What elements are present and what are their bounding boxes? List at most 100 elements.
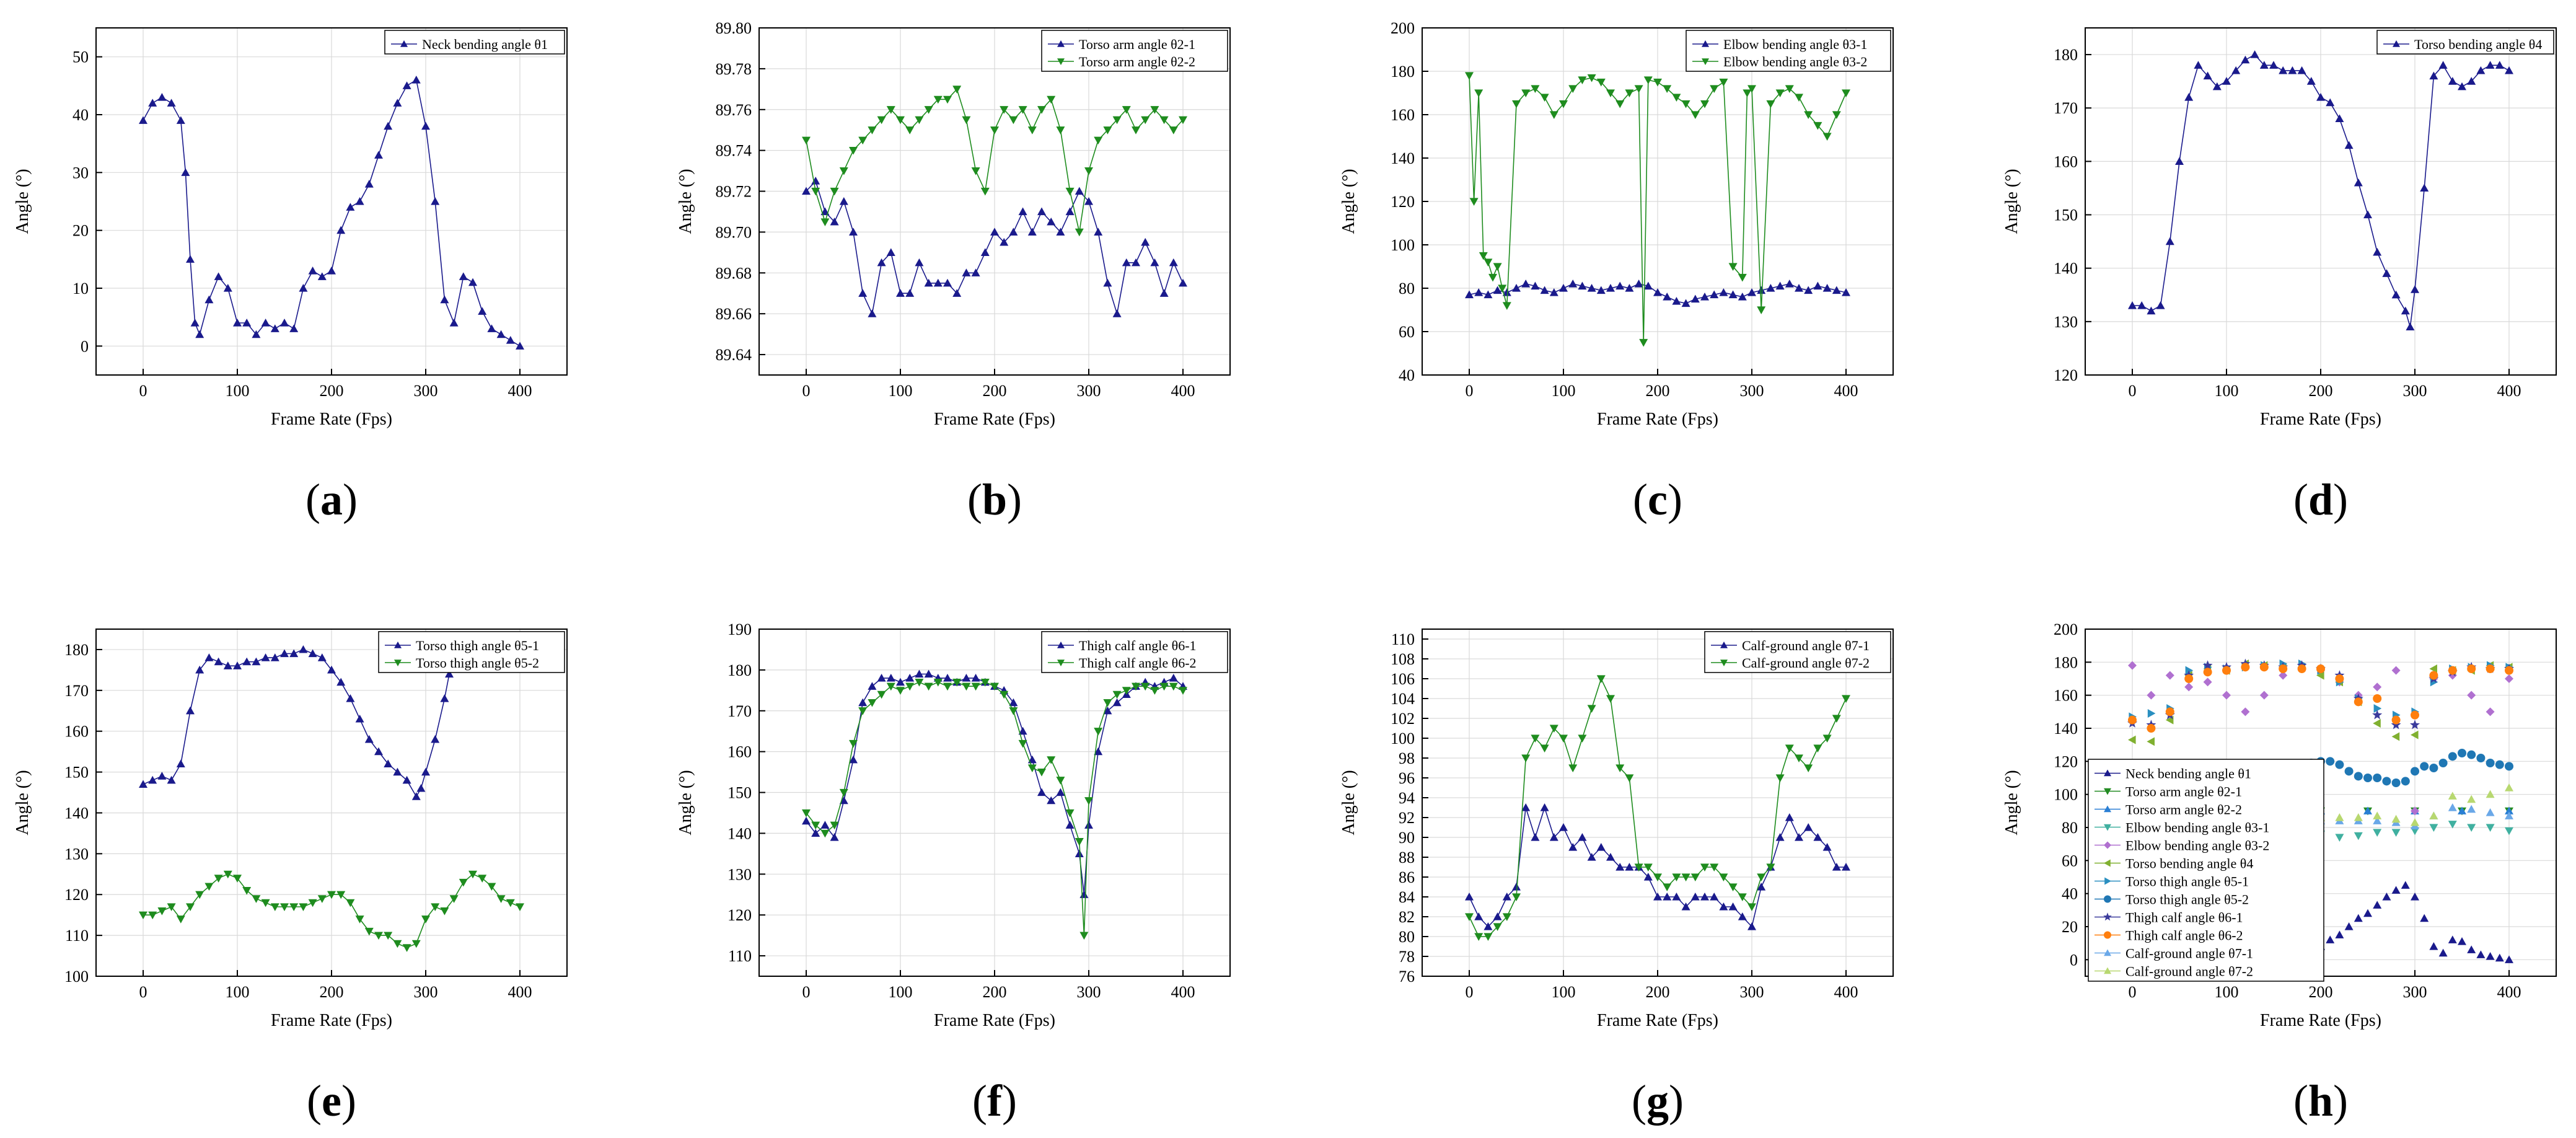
panel-a-series-1-point: [364, 180, 374, 188]
panel-c: 0 100 200 300 400 40 60 80 100 120 140 160 180 200 Fra…: [1339, 19, 1894, 524]
panel-b-series-1-point: [1056, 227, 1065, 236]
panel-g-series-2-point: [1681, 873, 1690, 881]
panel-c-series-1-point: [1596, 286, 1606, 294]
panel-g-series-2-point: [1587, 705, 1596, 713]
panel-a-series-1-point: [289, 324, 299, 332]
panel-b-series-1-point: [915, 258, 924, 267]
panel-d-xlabel: Frame Rate (Fps): [2260, 410, 2381, 429]
panel-c-series-1-point: [1493, 286, 1502, 294]
panel-c-series-1-point: [1747, 288, 1756, 296]
panel-c-series-2-point: [1488, 273, 1497, 282]
panel-g-xtick-label: 400: [1834, 983, 1858, 1001]
panel-g-ytick-label: 88: [1399, 849, 1415, 867]
panel-b-ytick-label: 89.78: [716, 60, 752, 78]
panel-b-series-2-point: [980, 187, 990, 196]
panel-h-legend-swatch: [2104, 895, 2111, 903]
panel-b-series-2-point: [1179, 116, 1187, 125]
panel-g-series-1-point: [1690, 893, 1700, 901]
panel-f-series-1-point: [1018, 726, 1027, 735]
panel-d-series-1-point: [2420, 183, 2429, 192]
panel-h-series-10-point: [2147, 724, 2156, 733]
panel-e-series-1-point: [327, 665, 336, 674]
panel-f-series-2-point: [830, 821, 839, 830]
panel-a-series-1-point: [139, 116, 147, 124]
panel-b-series-1-point: [868, 309, 877, 317]
panel-b-series-2-point: [933, 95, 943, 104]
panel-h-series-8-point: [2467, 750, 2476, 759]
panel-b-series-2-point: [915, 116, 924, 125]
panel-g-series-2-point: [1625, 774, 1634, 782]
panel-f-series-1-point: [896, 677, 905, 686]
panel-f-series-2-point: [1112, 690, 1122, 699]
panel-h-series-5-point: [2222, 690, 2231, 700]
panel-h-series-4-point: [2373, 829, 2382, 837]
panel-h-legend-swatch: [2104, 949, 2111, 956]
panel-g-caption: (g): [1632, 1076, 1684, 1126]
panel-e-series-2-point: [176, 915, 185, 924]
panel-c-series-1-point: [1663, 293, 1672, 301]
panel-e-series-2-point: [186, 903, 195, 911]
panel-f-legend-label: Thigh calf angle θ6-1: [1079, 638, 1197, 653]
panel-e-series-1: [139, 645, 454, 800]
panel-a-xlabel: Frame Rate (Fps): [271, 410, 392, 429]
panel-d-series-1-point: [2175, 157, 2184, 165]
panel-d-xtick-label: 100: [2215, 382, 2239, 400]
panel-f-series-1-point: [1075, 849, 1084, 857]
panel-d-ytick-label: 130: [2054, 313, 2078, 331]
panel-a-series-1-point: [506, 336, 515, 344]
panel-c-series-2-point: [1785, 85, 1794, 93]
panel-h-xlabel: Frame Rate (Fps): [2260, 1011, 2381, 1030]
panel-g-series-1-point: [1775, 833, 1785, 841]
panel-c-series-2-point: [1587, 74, 1596, 82]
panel-c-series-2-point: [1795, 94, 1803, 102]
panel-h-ylabel: Angle (°): [2002, 770, 2021, 835]
panel-e-series-2-point: [336, 891, 346, 899]
panel-c-ytick-label: 120: [1391, 193, 1415, 211]
panel-c-series-2-point: [1747, 85, 1756, 93]
panel-e-legend-label: Torso thigh angle θ5-2: [416, 655, 539, 671]
panel-h-series-10-point: [2486, 664, 2495, 673]
panel-d-ylabel: Angle (°): [2002, 169, 2021, 234]
panel-b-series-2-point: [830, 187, 839, 196]
panel-c-series-2-point: [1639, 338, 1648, 347]
panel-f-caption-close-paren: ): [1002, 1076, 1017, 1126]
panel-g-ytick-label: 98: [1399, 749, 1415, 767]
panel-f-legend-label: Thigh calf angle θ6-2: [1079, 655, 1197, 671]
panel-b-series-2-point: [1094, 136, 1103, 145]
panel-a-series-1-point: [280, 319, 289, 327]
panel-a-series-1-point: [195, 330, 204, 338]
panel-d-series-1-point: [2401, 306, 2410, 315]
panel-h-legend-swatch: [2104, 931, 2111, 939]
panel-d-caption-letter: d: [2308, 475, 2333, 524]
panel-c-series-2-point: [1743, 89, 1752, 97]
panel-a-series-1-point: [242, 319, 252, 327]
panel-f-series-2-point: [1094, 728, 1103, 736]
panel-c-series-2-point: [1832, 111, 1841, 119]
panel-e-series-2-point: [167, 903, 176, 911]
panel-h-series-10-point: [2259, 663, 2269, 672]
panel-e-series-1-point: [261, 653, 270, 661]
panel-b-series-2-point: [905, 126, 915, 135]
panel-g-series-1-point: [1502, 893, 1511, 901]
panel-g-series-1-point: [1512, 883, 1521, 891]
panel-d-series-1-point: [2165, 237, 2174, 245]
panel-h-series-8-point: [2373, 774, 2382, 782]
panel-h-series-10-point: [2203, 668, 2212, 677]
panel-h-series-4-point: [2429, 824, 2438, 832]
panel-c-series-1-point: [1690, 294, 1700, 303]
panel-h-series-7-point: [2373, 704, 2382, 713]
panel-h-legend-label: Calf-ground angle θ7-2: [2125, 964, 2253, 979]
panel-h-series-8-point: [2486, 759, 2495, 767]
panel-h-legend-label: Torso bending angle θ4: [2125, 856, 2253, 871]
panel-f-series-1-point: [1103, 706, 1112, 715]
panel-c-series-1: [1465, 280, 1850, 307]
panel-h-series-1-point: [2486, 952, 2495, 960]
panel-e-series-2-point: [449, 895, 459, 903]
panel-e-series-2-point: [411, 940, 421, 948]
panel-g-series-1-point: [1700, 893, 1709, 901]
panel-d-series-1-point: [2269, 61, 2278, 69]
panel-h-ytick-label: 200: [2054, 620, 2078, 638]
panel-g-ytick-label: 86: [1399, 868, 1415, 886]
panel-f-series-1-point: [1079, 890, 1089, 898]
panel-c-series-1-point: [1559, 284, 1568, 292]
